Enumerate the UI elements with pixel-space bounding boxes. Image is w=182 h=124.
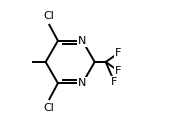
Text: F: F xyxy=(115,66,121,76)
Text: Cl: Cl xyxy=(44,103,55,113)
Text: F: F xyxy=(115,48,121,58)
Text: F: F xyxy=(111,77,118,87)
Text: N: N xyxy=(78,36,87,46)
Text: Cl: Cl xyxy=(44,11,55,21)
Text: N: N xyxy=(78,78,87,88)
